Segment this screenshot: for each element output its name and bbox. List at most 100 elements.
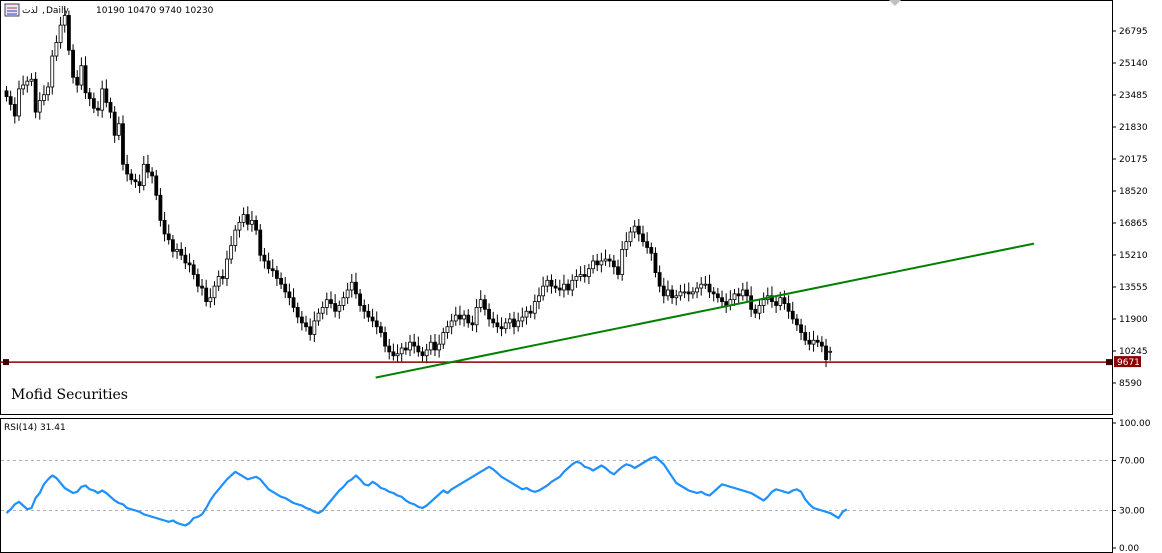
candle-body: [254, 219, 259, 231]
candle: [611, 255, 616, 275]
candle: [645, 232, 650, 254]
chart-window-icon[interactable]: [4, 3, 20, 17]
price-axis-label: 10245: [1119, 347, 1148, 357]
candle-body: [582, 274, 587, 277]
candle: [491, 311, 496, 328]
candle-body: [724, 301, 729, 306]
candle: [433, 333, 437, 357]
candle-body: [62, 15, 67, 26]
candle: [67, 10, 71, 56]
candle: [815, 335, 820, 348]
candle: [150, 167, 155, 184]
candle-body: [137, 181, 142, 186]
candle-body: [703, 283, 708, 286]
candle-body: [474, 306, 479, 326]
candle-body: [678, 291, 683, 297]
candle-body: [512, 318, 516, 328]
candle-body: [487, 308, 491, 320]
candle-body: [786, 303, 791, 312]
candle: [146, 154, 150, 179]
candle: [162, 212, 167, 242]
candle: [50, 50, 55, 95]
candle: [141, 156, 146, 191]
level-price-label: 9671: [1117, 358, 1140, 368]
candle: [503, 318, 508, 334]
trendline[interactable]: [375, 242, 1035, 379]
level-handle-left[interactable]: [3, 359, 9, 366]
candle-body: [528, 310, 533, 314]
candle: [299, 311, 304, 331]
candle: [790, 301, 795, 324]
candle: [250, 210, 254, 232]
candle-body: [91, 98, 96, 109]
candle: [333, 294, 338, 318]
candle: [91, 92, 96, 114]
candle: [403, 342, 408, 355]
candle-body: [179, 248, 184, 256]
candle-body: [291, 297, 296, 308]
candle: [549, 274, 554, 294]
candle-body: [121, 123, 125, 165]
candle-body: [491, 318, 496, 324]
candle-body: [799, 324, 803, 333]
candle-body: [391, 351, 396, 357]
candle-body: [507, 318, 512, 324]
price-axis-label: 23485: [1119, 91, 1148, 101]
candle-body: [603, 258, 608, 262]
candle: [17, 80, 21, 121]
candle: [753, 304, 758, 319]
candle: [828, 346, 833, 361]
rsi-axis-label: 100.00: [1119, 419, 1151, 429]
candle-body: [225, 258, 229, 279]
candle: [116, 116, 121, 141]
candle-body: [42, 94, 46, 101]
candle: [607, 254, 612, 268]
candle: [191, 260, 196, 280]
candle-body: [21, 84, 26, 90]
candle: [87, 87, 92, 107]
candle: [745, 281, 749, 302]
candle-body: [17, 88, 21, 117]
chart-symbol-separator: ,: [42, 6, 45, 16]
candle: [62, 5, 67, 33]
candle: [262, 248, 267, 269]
candle-body: [720, 297, 724, 302]
candle-body: [83, 65, 88, 94]
candle-body: [387, 345, 392, 353]
candle: [25, 76, 30, 93]
candle-body: [112, 111, 117, 136]
chart-timeframe: Daily: [46, 6, 69, 16]
candle-body: [220, 276, 225, 279]
candle-body: [58, 24, 63, 43]
candle-body: [549, 279, 554, 287]
shift-marker-icon[interactable]: [889, 0, 901, 6]
candle: [374, 311, 379, 335]
candle-body: [362, 305, 367, 312]
candle: [591, 255, 595, 274]
candle: [470, 315, 475, 331]
candle-body: [420, 351, 425, 357]
candle-body: [295, 306, 300, 318]
level-handle-right[interactable]: [1106, 359, 1112, 366]
candle-body: [803, 332, 808, 341]
candle: [75, 70, 80, 93]
candle: [378, 321, 383, 338]
candle: [266, 252, 271, 274]
candle-body: [778, 297, 783, 306]
candle: [528, 305, 533, 319]
candle-body: [133, 179, 138, 183]
candle: [220, 269, 225, 285]
candle-body: [96, 107, 100, 111]
candle: [387, 338, 392, 360]
candle: [175, 243, 179, 259]
candle: [666, 280, 670, 301]
candle-body: [266, 260, 271, 270]
candle-body: [441, 332, 446, 345]
candle: [661, 277, 666, 304]
candle: [462, 310, 467, 327]
candle: [574, 269, 579, 288]
candle-body: [408, 341, 412, 351]
candle: [12, 97, 17, 124]
candle: [345, 282, 350, 304]
